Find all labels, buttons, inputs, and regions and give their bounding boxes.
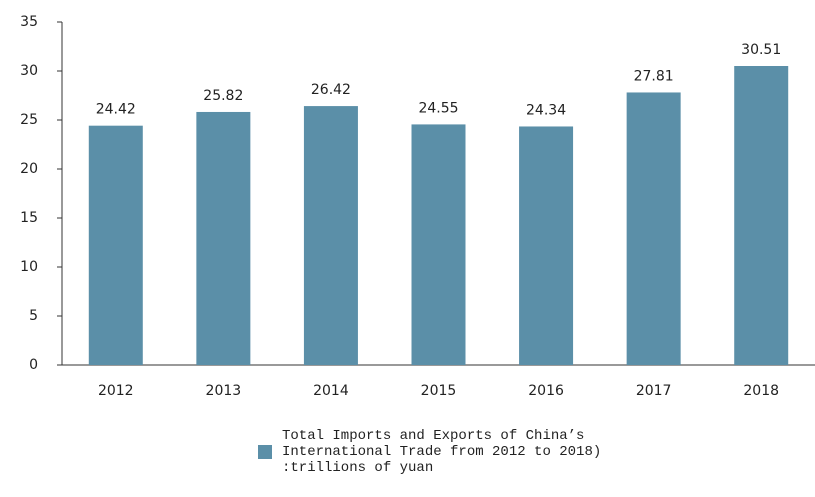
bar (734, 66, 789, 365)
data-label: 25.82 (203, 88, 243, 104)
data-label: 30.51 (741, 42, 781, 58)
x-tick-label: 2018 (743, 383, 779, 399)
bar (411, 124, 466, 365)
bar (519, 126, 574, 365)
y-tick-label: 5 (29, 308, 38, 324)
data-label: 26.42 (311, 82, 351, 98)
legend-swatch (258, 445, 272, 459)
chart: 0 5 10 15 20 25 30 35 2012 24.42 2013 25.82 2014 26.4… (20, 14, 815, 399)
y-tick-label: 20 (20, 161, 38, 177)
x-tick-label: 2015 (421, 383, 457, 399)
data-label: 27.81 (634, 68, 674, 84)
legend-label: Total Imports and Exports of China’s Int… (282, 428, 602, 476)
data-label: 24.42 (96, 102, 136, 118)
bar (196, 111, 251, 366)
data-label: 24.55 (418, 100, 458, 116)
bar (303, 106, 358, 366)
x-tick-label: 2016 (528, 383, 564, 399)
x-tick-label: 2012 (98, 383, 134, 399)
y-tick-label: 25 (20, 112, 38, 128)
y-tick-label: 10 (20, 259, 38, 275)
x-tick-label: 2013 (206, 383, 242, 399)
y-tick-label: 30 (20, 63, 38, 79)
bar (88, 125, 143, 366)
y-tick-label: 0 (29, 357, 38, 373)
y-tick-label: 35 (20, 14, 38, 30)
legend: Total Imports and Exports of China’s Int… (258, 428, 622, 476)
bar (626, 92, 681, 365)
data-label: 24.34 (526, 102, 566, 118)
x-tick-label: 2017 (636, 383, 672, 399)
x-tick-label: 2014 (313, 383, 349, 399)
y-tick-label: 15 (20, 210, 38, 226)
